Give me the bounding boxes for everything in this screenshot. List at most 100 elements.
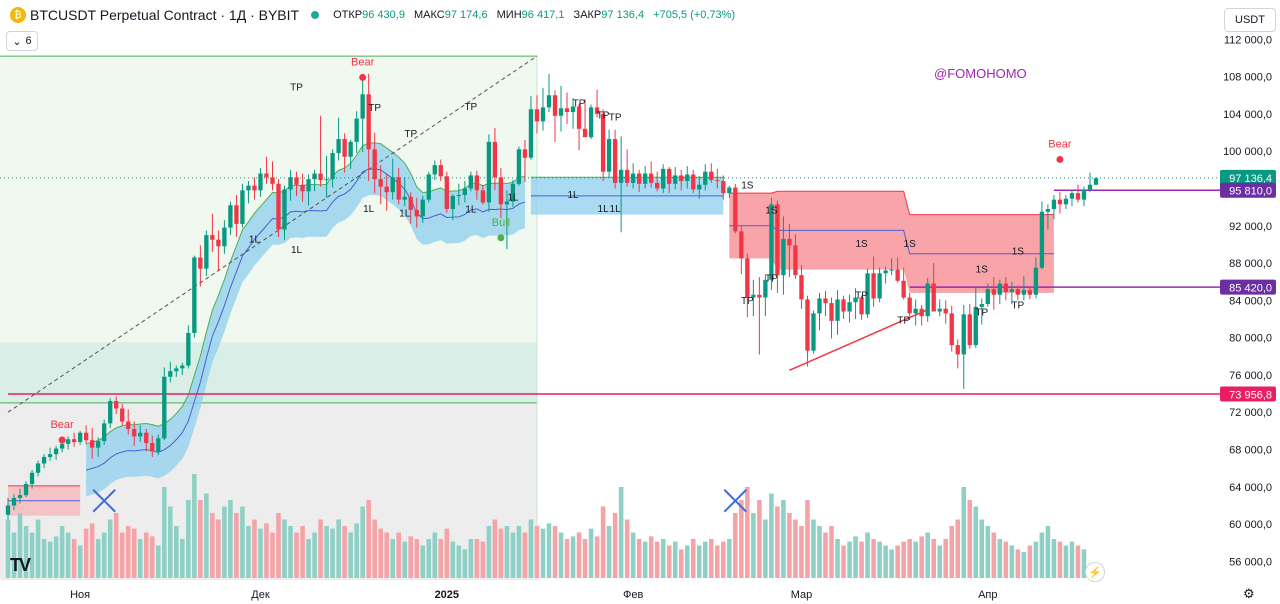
volume-bar (823, 532, 828, 578)
level-price-tag: 95 810,0 (1229, 186, 1272, 198)
volume-bar (216, 519, 221, 578)
high-value: 97 174,6 (444, 9, 488, 21)
volume-bar (1057, 541, 1063, 578)
volume-bar (1039, 532, 1045, 578)
candle-body (210, 235, 215, 240)
candle-body (685, 174, 690, 182)
candle-body (937, 308, 942, 312)
volume-bar (83, 528, 89, 578)
price-tick-label: 92 000,0 (1229, 221, 1272, 233)
tradingview-logo-icon[interactable]: TV (10, 555, 31, 575)
signal-marker-tp: TP (368, 103, 381, 114)
candle-body (1087, 184, 1093, 190)
gear-icon[interactable]: ⚙ (1243, 586, 1255, 601)
candle-body (486, 141, 492, 203)
close-value: 97 136,4 (601, 9, 645, 21)
volume-bar (162, 487, 167, 578)
volume-bar (348, 532, 353, 578)
candle-body (228, 205, 233, 228)
signal-marker-tp: TP (765, 274, 778, 285)
volume-bar (17, 513, 23, 578)
volume-bar (654, 541, 660, 578)
support-zone-shade (0, 342, 537, 403)
volume-bar (696, 545, 702, 578)
volume-bar (690, 539, 696, 578)
volume-bar (967, 500, 973, 578)
candle-body (1075, 193, 1081, 200)
volume-bar (913, 541, 918, 578)
volume-bar (222, 506, 227, 578)
volume-bar (11, 532, 17, 578)
currency-selector[interactable]: USDT (1224, 8, 1276, 32)
candle-body (679, 175, 684, 182)
time-tick-label: Ноя (70, 589, 90, 601)
candle-body (588, 107, 594, 138)
volume-bar (739, 500, 744, 578)
candle-body (793, 245, 798, 276)
candle-body (312, 173, 317, 180)
volume-bar (889, 549, 894, 578)
candle-body (396, 177, 401, 200)
volume-bar (294, 532, 299, 578)
candle-body (120, 408, 125, 422)
level-price-tag-bg (1220, 182, 1276, 198)
symbol-title[interactable]: BTCUSDT Perpetual Contract · 1Д · BYBIT (30, 7, 300, 23)
flash-icon[interactable]: ⚡ (1085, 562, 1105, 582)
candle-body (667, 168, 672, 184)
volume-bar (414, 539, 420, 578)
volume-bar (829, 526, 834, 578)
candle-body (414, 209, 419, 217)
volume-bar (721, 541, 726, 578)
signal-marker-tp: TP (1011, 301, 1024, 312)
volume-bar (504, 526, 510, 578)
volume-bar (624, 519, 630, 578)
price-tick-label: 108 000,0 (1223, 72, 1272, 84)
volume-bar (35, 519, 41, 578)
low-label: МИН (496, 9, 522, 21)
volume-bar (702, 541, 708, 578)
volume-bar (65, 532, 71, 578)
volume-bar (528, 519, 534, 578)
volume-bar (282, 519, 287, 578)
candle-body (198, 257, 203, 269)
volume-bar (925, 532, 930, 578)
volume-bar (420, 545, 426, 578)
volume-bar (757, 500, 762, 578)
price-tick-label: 100 000,0 (1223, 146, 1272, 158)
candle-body (408, 196, 413, 210)
volume-bar (324, 526, 329, 578)
candle-body (973, 306, 978, 346)
candle-body (11, 497, 17, 506)
candle-body (83, 432, 89, 441)
volume-bar (1027, 545, 1033, 578)
open-label: ОТКР (333, 9, 363, 21)
candle-body (570, 106, 576, 113)
volume-bar (137, 539, 143, 578)
volume-bar (835, 539, 840, 578)
volume-bar (71, 539, 77, 578)
candle-body (96, 441, 101, 448)
ribbon-upper-edge (86, 142, 526, 445)
ohlc-legend: ОТКР96 430,9 МАКС97 174,6 МИН96 417,1 ЗА… (333, 9, 741, 21)
volume-bar (276, 513, 281, 578)
candle-body (883, 270, 888, 274)
bybit-logo-icon: ₿ (10, 7, 26, 23)
candle-body (1003, 283, 1008, 292)
volume-bar (1003, 541, 1009, 578)
candle-body (246, 185, 251, 191)
volume-bar (817, 526, 822, 578)
candle-body (438, 165, 443, 177)
candle-body (961, 314, 966, 355)
candle-body (240, 190, 245, 224)
candle-body (17, 495, 23, 498)
indicators-toggle[interactable]: ⌄ 6 (6, 31, 38, 51)
candle-body (709, 171, 714, 181)
candle-body (366, 94, 371, 150)
volume-bar (246, 526, 251, 578)
candle-body (985, 289, 990, 305)
volume-bar (618, 487, 624, 578)
price-tick-label: 84 000,0 (1229, 295, 1272, 307)
volume-bar (805, 500, 810, 578)
price-tick-label: 60 000,0 (1229, 519, 1272, 531)
